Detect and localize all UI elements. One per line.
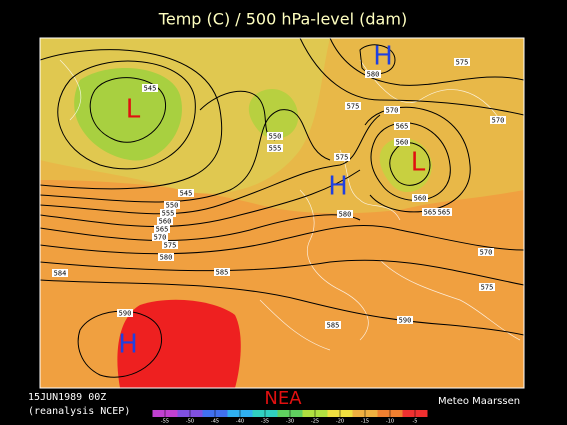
colorbar-tick-label: -35: [261, 419, 269, 425]
contour-label: 590: [399, 317, 412, 325]
high-center: H: [118, 330, 138, 360]
contour-label: 565: [438, 209, 451, 217]
contour-label: 565: [424, 209, 437, 217]
colorbar-tick-label: -40: [236, 419, 244, 425]
contour-label: 555: [269, 145, 282, 153]
contour-label: 575: [164, 242, 177, 250]
contour-label-box: [142, 84, 158, 92]
contour-label-box: [160, 209, 176, 217]
colorbar-tick-label: -20: [336, 419, 344, 425]
contour-label: 555: [162, 210, 175, 218]
contour-label-box: [384, 106, 400, 114]
colorbar-tick-label: -25: [311, 419, 319, 425]
contour-label-box: [52, 269, 68, 277]
contour-label-box: [412, 194, 428, 202]
contour-label-box: [154, 225, 170, 233]
contour-label-box: [158, 253, 174, 261]
contour-label: 560: [396, 139, 409, 147]
contour-label-box: [394, 138, 410, 146]
contour-label-box: [422, 208, 438, 216]
contour-label-box: [162, 241, 178, 249]
low-center: L: [126, 95, 141, 125]
coastlines: [59, 59, 521, 351]
contour-label: 575: [456, 59, 469, 67]
contour-label: 550: [269, 133, 282, 141]
colorbar-tick-label: -55: [161, 419, 169, 425]
contour-label-box: [365, 70, 381, 78]
region-label: NEA: [264, 388, 302, 409]
contour-label-box: [479, 283, 495, 291]
contour-label-box: [345, 102, 361, 110]
colorbar: -55 -50 -45 -40 -35 -30 -25 -20 -15 -10 -5: [152, 410, 428, 425]
source-label: (reanalysis NCEP): [28, 406, 130, 417]
contour-label: 575: [481, 284, 494, 292]
colorbar-tick-label: -5: [413, 419, 418, 425]
contour-label-box: [325, 321, 341, 329]
contour-label: 545: [180, 190, 193, 198]
contour-label: 570: [154, 234, 167, 242]
contour-label-box: [436, 208, 452, 216]
contour-label: 580: [339, 211, 352, 219]
pressure-centers: L H H L H: [118, 42, 426, 360]
map-frame: [39, 37, 525, 389]
contour-label: 560: [159, 218, 172, 226]
contour-label: 570: [386, 107, 399, 115]
contour-label-box: [117, 309, 133, 317]
high-center: H: [373, 42, 393, 72]
contour-label-box: [490, 116, 506, 124]
contour-label: 590: [119, 310, 132, 318]
contour-label-box: [267, 144, 283, 152]
contour-label-box: [152, 233, 168, 241]
contour-label-box: [334, 153, 350, 161]
contour-label-box: [394, 122, 410, 130]
contour-label-box: [337, 210, 353, 218]
contour-label: 560: [414, 195, 427, 203]
colorbar-tick-label: -50: [186, 419, 194, 425]
high-center: H: [328, 172, 348, 202]
contours: [40, 38, 524, 378]
contour-label-box: [164, 201, 180, 209]
contour-label-box: [478, 248, 494, 256]
contour-label: 584: [54, 270, 67, 278]
contour-label-box: [397, 316, 413, 324]
contour-label-box: [178, 189, 194, 197]
title: Temp (C) / 500 hPa-level (dam): [158, 10, 407, 29]
colorbar-tick-label: -10: [386, 419, 394, 425]
contour-label: 580: [367, 71, 380, 79]
contour-label: 570: [492, 117, 505, 125]
contour-label-box: [267, 132, 283, 140]
contour-label-box: [454, 58, 470, 66]
contour-label: 580: [160, 254, 173, 262]
contour-label: 575: [347, 103, 360, 111]
date-label: 15JUN1989 00Z: [28, 392, 106, 403]
contour-label: 585: [216, 269, 229, 277]
colorbar-tick-label: -45: [211, 419, 219, 425]
warm-pool: [117, 299, 241, 388]
contour-label: 575: [336, 154, 349, 162]
contour-label-box: [157, 217, 173, 225]
contour-label: 565: [396, 123, 409, 131]
contour-label: 545: [144, 85, 157, 93]
low-center: L: [411, 148, 426, 178]
contour-label: 570: [480, 249, 493, 257]
contour-label: 565: [156, 226, 169, 234]
colorbar-tick-label: -30: [286, 419, 294, 425]
cold-pool: [379, 137, 432, 193]
contour-label: 585: [327, 322, 340, 330]
contour-label: 550: [166, 202, 179, 210]
colorbar-tick-label: -15: [361, 419, 369, 425]
contour-label-box: [214, 268, 230, 276]
credit-label: Meteo Maarssen: [438, 396, 520, 407]
